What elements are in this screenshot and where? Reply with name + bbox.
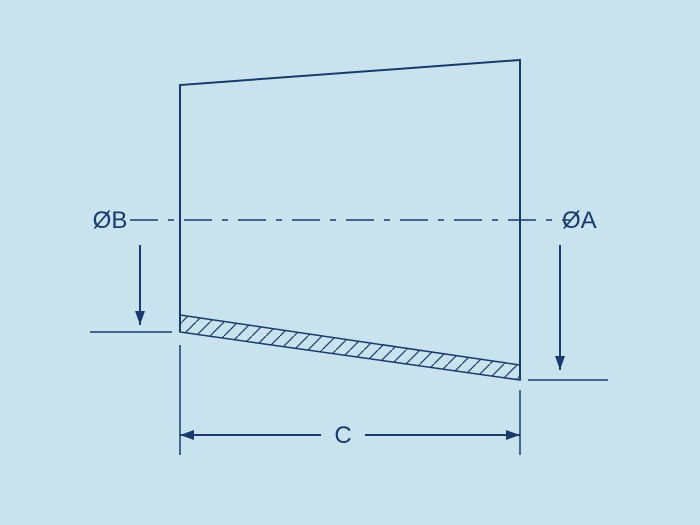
eccentric-reducer-diagram: ØB ØA C [0,0,700,525]
diameter-b-label: ØB [93,207,128,234]
length-c-label: C [334,422,351,449]
diameter-a-label: ØA [562,207,597,234]
wall-section-hatch [180,315,520,380]
